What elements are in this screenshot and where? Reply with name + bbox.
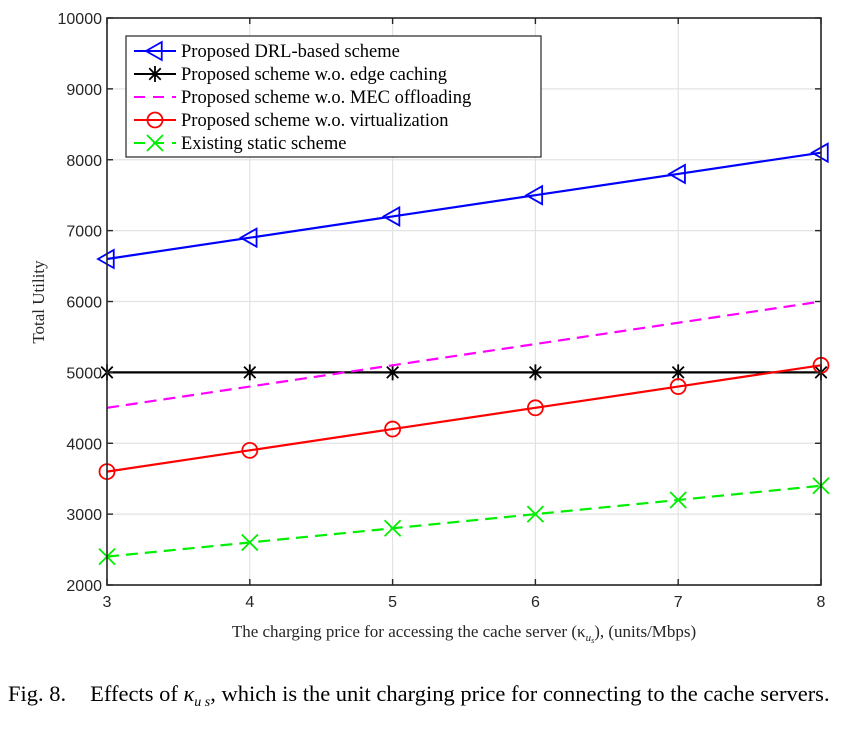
data-point-4-3 xyxy=(526,505,545,523)
data-point-0-4 xyxy=(667,163,686,185)
y-tick-label: 8000 xyxy=(66,153,102,170)
x-tick-label: 8 xyxy=(817,594,826,611)
data-point-1-1 xyxy=(243,364,257,381)
legend-entry-1: Proposed scheme w.o. edge caching xyxy=(134,65,447,85)
data-point-3-2 xyxy=(384,420,402,438)
x-tick-label: 7 xyxy=(674,594,683,611)
data-point-0-3 xyxy=(524,184,544,206)
data-point-0-5 xyxy=(810,142,829,164)
x-axis-title-subsub: s xyxy=(591,636,594,645)
series-2 xyxy=(106,300,822,409)
caption-prefix: Fig. 8. xyxy=(8,681,67,706)
legend-label-0: Proposed DRL-based scheme xyxy=(181,42,400,62)
y-tick-label: 10000 xyxy=(58,11,103,28)
legend-label-2: Proposed scheme w.o. MEC offloading xyxy=(181,88,471,108)
data-point-1-3 xyxy=(529,364,542,381)
ticks: 3 4 5 6 7 8 2000 3000 4000 5000 6000 7000 8000 9000 10… xyxy=(58,11,826,611)
figure-caption: Fig. 8. Effects of κu s, which is the uni… xyxy=(8,680,858,716)
series-4 xyxy=(98,477,830,566)
caption-symbol: κ xyxy=(183,681,195,706)
data-point-0-1 xyxy=(238,227,258,249)
chart: 3 4 5 6 7 8 2000 3000 4000 5000 6000 7000 8000 9000 10… xyxy=(29,11,830,645)
data-point-0-2 xyxy=(381,205,401,228)
series-line-4 xyxy=(106,484,822,558)
series-line-2 xyxy=(106,300,822,409)
legend-entry-3: Proposed scheme w.o. virtualization xyxy=(134,111,449,131)
data-point-3-1 xyxy=(241,441,259,459)
caption-text-after: , which is the unit charging price for c… xyxy=(210,681,830,706)
legend: Proposed DRL-based scheme Proposed scheme… xyxy=(125,35,542,158)
y-tick-label: 5000 xyxy=(66,365,102,382)
x-axis-title-sub: u xyxy=(586,632,592,644)
x-axis-title-tail: ), (units/Mbps) xyxy=(594,622,696,641)
data-point-1-2 xyxy=(386,364,399,381)
x-axis-title-main: The charging price for accessing the cac… xyxy=(232,622,586,641)
data-point-3-4 xyxy=(669,378,687,395)
legend-label-3: Proposed scheme w.o. virtualization xyxy=(181,111,449,131)
legend-marker-0 xyxy=(144,40,163,62)
series-layer xyxy=(96,142,830,566)
legend-entry-2: Proposed scheme w.o. MEC offloading xyxy=(134,88,471,108)
data-point-3-3 xyxy=(527,399,544,417)
y-tick-label: 9000 xyxy=(66,82,102,99)
series-0 xyxy=(96,142,829,270)
legend-label-4: Existing static scheme xyxy=(181,134,346,154)
series-line-0 xyxy=(106,151,822,261)
x-tick-label: 3 xyxy=(103,594,112,611)
caption-text-before: Effects of xyxy=(90,681,184,706)
data-point-4-1 xyxy=(241,533,259,552)
y-tick-label: 4000 xyxy=(66,436,102,453)
legend-label-1: Proposed scheme w.o. edge caching xyxy=(181,65,447,85)
data-point-4-4 xyxy=(669,491,687,509)
legend-marker-3 xyxy=(146,111,164,129)
y-tick-label: 6000 xyxy=(66,295,102,312)
data-point-0-0 xyxy=(96,248,115,270)
y-axis-title: Total Utility xyxy=(29,260,48,344)
legend-entry-0: Proposed DRL-based scheme xyxy=(134,40,400,62)
x-tick-label: 4 xyxy=(245,594,254,611)
legend-entry-4: Existing static scheme xyxy=(134,134,346,154)
y-tick-label: 2000 xyxy=(66,578,102,595)
series-3 xyxy=(98,356,830,481)
series-line-3 xyxy=(106,364,822,473)
legend-marker-4 xyxy=(146,134,164,152)
y-tick-label: 3000 xyxy=(66,507,102,524)
x-tick-label: 6 xyxy=(531,594,540,611)
data-point-4-2 xyxy=(383,519,402,537)
legend-marker-1 xyxy=(148,66,162,82)
data-point-1-4 xyxy=(671,364,685,381)
y-tick-label: 7000 xyxy=(66,224,102,241)
x-axis-title: The charging price for accessing the cac… xyxy=(232,622,696,645)
x-tick-label: 5 xyxy=(388,594,397,611)
legend-box xyxy=(125,35,542,158)
caption-symbol-sub: u s xyxy=(194,695,211,710)
series-1 xyxy=(100,364,828,381)
